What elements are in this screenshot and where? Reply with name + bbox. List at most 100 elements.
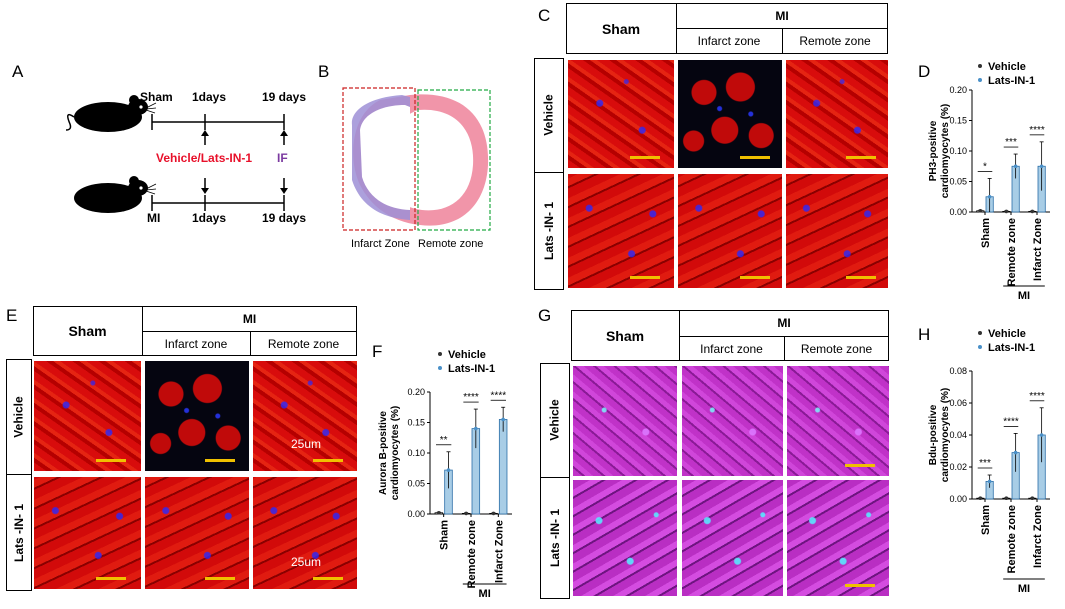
heart-section-image: [342, 87, 491, 231]
data-point: [1013, 450, 1018, 455]
y-tick-label: 0.08: [949, 366, 967, 376]
data-point: [1039, 164, 1044, 169]
micrograph-g-infarct-vehicle: [682, 366, 783, 476]
grid-g-infarct-header: Infarct zone: [700, 341, 763, 356]
if-label: IF: [277, 151, 288, 165]
grid-e-divider: [250, 331, 251, 356]
legend-marker: [978, 78, 982, 82]
data-point: [501, 417, 505, 422]
significance-marker: ****: [1029, 391, 1045, 402]
grid-g-side-box: [540, 363, 570, 599]
significance-marker: **: [440, 435, 448, 446]
sham-label: Sham: [140, 90, 173, 104]
micrograph-g-sham-vehicle: [573, 366, 677, 476]
y-tick-label: 0.06: [949, 398, 967, 408]
scale-label-bottom: 25um: [291, 555, 322, 569]
panel-label-e: E: [6, 306, 18, 325]
data-point: [1004, 209, 1009, 214]
data-point: [464, 511, 468, 516]
panel-label-b: B: [318, 62, 330, 81]
x-tick-label: Remote zone: [1006, 505, 1018, 573]
data-point: [474, 426, 478, 431]
grid-c-infarct-header: Infarct zone: [697, 34, 761, 48]
bar-chart-f: 0.00 0.05 0.10 0.15 0.20 Aurora B-positivecar…: [378, 349, 512, 600]
y-tick-label: 0.02: [949, 462, 967, 472]
grid-e-remote-header: Remote zone: [267, 336, 340, 351]
grid-e-divider: [142, 331, 357, 332]
significance-marker: ***: [1005, 137, 1017, 148]
micrograph-e-sham-lats: [34, 477, 141, 589]
y-tick-label: 0.15: [949, 116, 967, 126]
group-label: MI: [479, 588, 491, 600]
y-tick-label: 0.20: [949, 85, 967, 95]
x-tick-label: Infarct Zone: [1032, 218, 1044, 281]
grid-e-sham-header: Sham: [68, 323, 107, 339]
y-tick-label: 0.05: [949, 177, 967, 187]
group-label: MI: [1018, 583, 1030, 595]
x-tick-label: Infarct Zone: [1032, 505, 1044, 568]
significance-marker: ****: [1003, 416, 1019, 427]
group-label: MI: [1018, 290, 1030, 302]
panel-label-a: A: [12, 62, 24, 81]
significance-marker: ***: [979, 458, 991, 469]
grid-e-divider: [6, 474, 32, 475]
bar-chart-h: 0.00 0.02 0.04 0.06 0.08 Bdu-positivecardiomy…: [928, 328, 1050, 595]
micrograph-g-sham-lats: [573, 480, 677, 596]
x-tick-label: Infarct Zone: [493, 520, 505, 583]
legend-entry: Vehicle: [448, 349, 486, 361]
panel-label-c: C: [538, 6, 551, 25]
grid-e-mi-header: MI: [242, 311, 257, 326]
grid-g-header: [571, 310, 889, 361]
grid-e-infarct-header: Infarct zone: [164, 336, 228, 351]
grid-c-divider: [534, 172, 564, 173]
data-point: [1030, 496, 1035, 500]
panel-label-g: G: [538, 306, 552, 325]
day19-top-label: 19 days: [262, 90, 307, 104]
y-axis-label: PH3-positivecardiomyocytes (%): [928, 104, 951, 198]
y-tick-label: 0.20: [407, 387, 425, 397]
grid-c-vehicle-label: Vehicle: [542, 94, 556, 136]
bar: [498, 419, 508, 515]
grid-e-side-box: [6, 359, 32, 591]
day19-bottom-label: 19 days: [262, 211, 307, 225]
x-tick-label: Sham: [439, 520, 451, 550]
grid-g-divider: [679, 310, 680, 361]
grid-g-sham-header: Sham: [605, 327, 645, 344]
x-tick-label: Sham: [980, 218, 992, 248]
treatment-label: Vehicle/Lats-IN-1: [156, 151, 253, 165]
micrograph-e-infarct-vehicle: [145, 361, 249, 471]
legend-marker: [978, 64, 982, 68]
grid-g-lats-label: Lats -IN- 1: [548, 508, 563, 568]
micrograph-g-remote-lats: [787, 480, 889, 596]
micrograph-c-remote-vehicle: [786, 60, 888, 168]
micrograph-c-infarct-lats: [678, 174, 782, 288]
grid-g-vehicle-label: Vehicle: [548, 399, 562, 441]
bar-chart-d: 0.00 0.05 0.10 0.15 0.20 PH3-positivecardiomy…: [928, 61, 1050, 302]
micrograph-e-infarct-lats: [145, 477, 249, 589]
grid-c-side-box: [534, 58, 564, 290]
panel-label-h: H: [918, 325, 931, 344]
y-tick-label: 0.00: [407, 509, 425, 519]
micrograph-e-sham-vehicle: [34, 361, 141, 471]
significance-marker: ****: [491, 390, 507, 401]
y-tick-label: 0.00: [949, 207, 967, 217]
y-tick-label: 0.00: [949, 494, 967, 504]
grid-c-sham-header: Sham: [601, 20, 641, 37]
scale-label-top: 25um: [291, 437, 322, 451]
day1-top-label: 1days: [192, 90, 227, 104]
data-point: [1030, 209, 1035, 214]
x-tick-label: Remote zone: [466, 520, 478, 588]
legend-marker: [438, 366, 442, 370]
mi-label: MI: [147, 211, 161, 225]
legend-marker: [978, 345, 982, 349]
data-point: [1004, 496, 1009, 500]
micrograph-e-remote-vehicle: 25um: [253, 361, 357, 471]
grid-c-lats-label: Lats -IN- 1: [542, 201, 557, 261]
data-point: [446, 468, 451, 472]
grid-c-remote-header: Remote zone: [799, 34, 871, 48]
grid-e-vehicle-label: Vehicle: [12, 395, 26, 438]
y-tick-label: 0.15: [407, 418, 425, 428]
micrograph-c-infarct-vehicle: [678, 60, 782, 168]
x-tick-label: Sham: [980, 505, 992, 535]
y-tick-label: 0.05: [407, 479, 425, 489]
